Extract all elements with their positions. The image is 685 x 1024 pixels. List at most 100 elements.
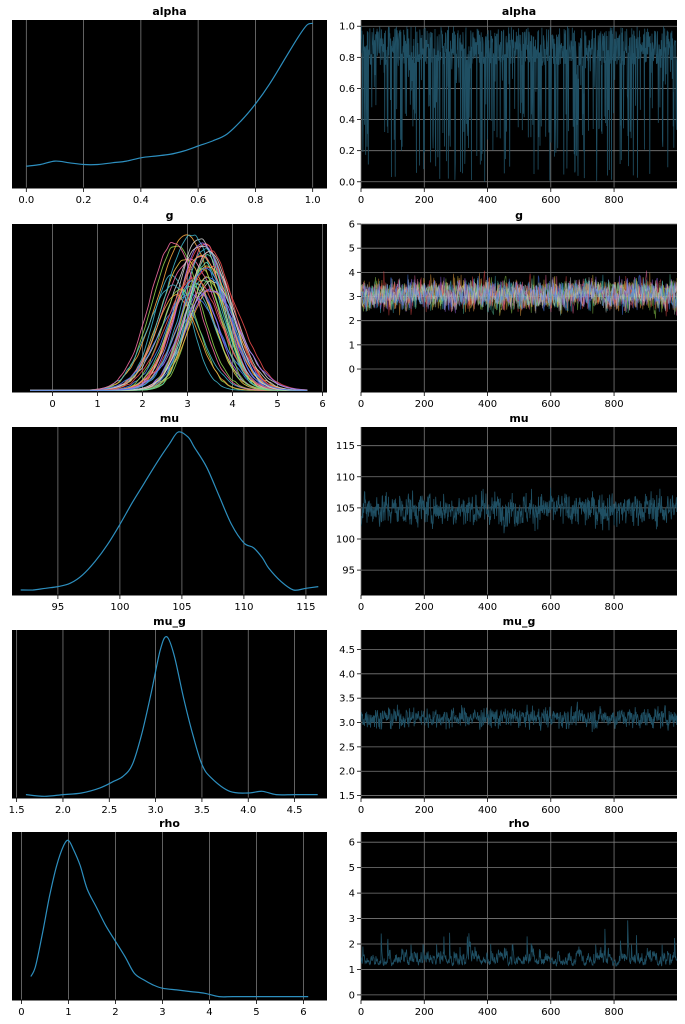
- x-tick-label: 4: [229, 399, 235, 410]
- x-tick-label: 800: [605, 195, 624, 206]
- plot-marks: [361, 487, 677, 534]
- y-tick-label: 3: [349, 914, 355, 925]
- y-tick-label: 5: [349, 863, 355, 874]
- x-tick-label: 400: [478, 399, 497, 410]
- y-tick-label: 5: [349, 244, 355, 255]
- x-tick-label: 0: [358, 805, 364, 816]
- x-tick-label: 200: [415, 805, 434, 816]
- x-tick-label: 400: [478, 1007, 497, 1018]
- y-tick-label: 0.8: [339, 53, 355, 64]
- y-tick-label: 0: [349, 990, 355, 1001]
- x-tick-label: 5: [274, 399, 280, 410]
- x-tick-label: 600: [541, 195, 560, 206]
- x-tick-label: 4: [206, 1007, 212, 1018]
- panel-mu_g-trace: mu_g 0 200 400 600 800 1.5 2.0 2.5 3.0 3.5 4.0 4.5: [339, 615, 677, 816]
- x-tick-label: 115: [296, 602, 315, 613]
- x-tick-label: 3: [159, 1007, 165, 1018]
- y-tick-label: 115: [336, 441, 355, 452]
- y-tick-label: 3.0: [339, 718, 355, 729]
- y-tick-label: 2: [349, 316, 355, 327]
- x-tick-label: 600: [541, 1007, 560, 1018]
- x-tick-label: 2: [139, 399, 145, 410]
- y-tick-label: 4.5: [339, 645, 355, 656]
- x-tick-label: 0: [49, 399, 55, 410]
- x-tick-label: 105: [172, 602, 191, 613]
- x-tick-label: 2: [112, 1007, 118, 1018]
- y-tick-label: 2.0: [339, 767, 355, 778]
- y-tick-label: 6: [349, 220, 355, 231]
- x-tick-label: 800: [605, 805, 624, 816]
- trace-line: [361, 274, 677, 315]
- density-curve: [25, 636, 318, 797]
- x-tick-label: 800: [605, 602, 624, 613]
- y-tick-label: 2.5: [339, 742, 355, 753]
- panel-g-trace: g 0 200 400 600 800 0 1 2 3 4 5 6: [349, 209, 677, 410]
- x-tick-label: 600: [541, 399, 560, 410]
- plot-marks: [25, 636, 318, 797]
- panel-mu-trace: mu 0 200 400 600 800 95 100 105 110 115: [336, 412, 677, 613]
- plot-area: [12, 630, 327, 798]
- plot-marks: [20, 431, 319, 591]
- y-tick-label: 0.6: [339, 84, 355, 95]
- plot-marks: [26, 22, 313, 167]
- x-tick-label: 0: [358, 195, 364, 206]
- panel-rho-density: rho 0 1 2 3 4 5 6: [12, 817, 327, 1018]
- x-tick-label: 0.2: [76, 195, 92, 206]
- y-tick-label: 110: [336, 472, 355, 483]
- plot-marks: [361, 270, 677, 319]
- y-tick-label: 4: [349, 268, 355, 279]
- panel-mu_g-density: mu_g 1.5 2.0 2.5 3.0 3.5 4.0 4.5: [9, 615, 327, 816]
- trace-line: [361, 277, 677, 315]
- x-tick-label: 5: [253, 1007, 259, 1018]
- plot-area: [12, 20, 327, 188]
- panel-title: g: [515, 209, 523, 222]
- x-tick-label: 6: [319, 399, 325, 410]
- panel-g-density: g 0 1 2 3 4 5 6: [12, 209, 327, 410]
- x-tick-label: 95: [52, 602, 65, 613]
- y-tick-label: 1: [349, 965, 355, 976]
- y-tick-label: 4.0: [339, 669, 355, 680]
- y-tick-label: 0.0: [339, 177, 355, 188]
- x-tick-label: 0: [358, 602, 364, 613]
- plot-marks: [361, 701, 677, 733]
- panel-title: alpha: [152, 5, 186, 18]
- y-tick-label: 1: [349, 340, 355, 351]
- x-tick-label: 0.8: [247, 195, 263, 206]
- plot-marks: [29, 234, 308, 391]
- x-tick-label: 200: [415, 1007, 434, 1018]
- trace-line: [361, 487, 677, 534]
- x-tick-label: 1: [94, 399, 100, 410]
- x-tick-label: 110: [234, 602, 253, 613]
- x-tick-label: 0: [358, 399, 364, 410]
- y-tick-label: 100: [336, 535, 355, 546]
- x-tick-label: 3.0: [148, 805, 164, 816]
- density-curve: [26, 22, 313, 167]
- x-tick-label: 3: [184, 399, 190, 410]
- trace-line: [361, 26, 677, 182]
- panel-title: g: [166, 209, 174, 222]
- x-tick-label: 1: [65, 1007, 71, 1018]
- x-tick-label: 100: [110, 602, 129, 613]
- x-tick-label: 0.6: [190, 195, 206, 206]
- y-tick-label: 3: [349, 292, 355, 303]
- chain-density-curve: [29, 267, 308, 391]
- y-tick-label: 3.5: [339, 694, 355, 705]
- y-tick-label: 1.5: [339, 791, 355, 802]
- x-tick-label: 4.0: [240, 805, 256, 816]
- density-curve: [30, 839, 309, 998]
- y-tick-label: 0: [349, 365, 355, 376]
- x-tick-label: 0.4: [133, 195, 149, 206]
- x-tick-label: 200: [415, 602, 434, 613]
- panel-title: rho: [159, 817, 180, 830]
- y-tick-label: 6: [349, 838, 355, 849]
- x-tick-label: 2.0: [55, 805, 71, 816]
- y-tick-label: 95: [342, 566, 355, 577]
- x-tick-label: 400: [478, 602, 497, 613]
- panel-title: rho: [509, 817, 530, 830]
- plot-marks: [30, 839, 309, 998]
- plot-marks: [361, 920, 677, 967]
- x-tick-label: 6: [300, 1007, 306, 1018]
- x-tick-label: 0.0: [18, 195, 34, 206]
- x-tick-label: 800: [605, 399, 624, 410]
